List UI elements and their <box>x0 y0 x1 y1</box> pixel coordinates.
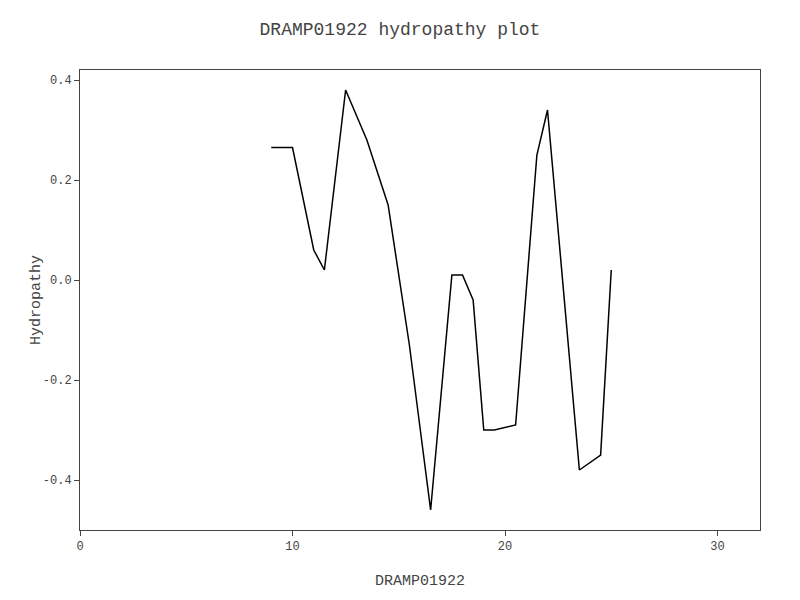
svg-text:10: 10 <box>285 540 299 554</box>
svg-text:DRAMP01922 hydropathy plot: DRAMP01922 hydropathy plot <box>260 20 541 40</box>
svg-text:20: 20 <box>498 540 512 554</box>
svg-text:-0.4: -0.4 <box>43 474 72 488</box>
svg-text:30: 30 <box>710 540 724 554</box>
svg-text:0: 0 <box>76 540 83 554</box>
svg-text:-0.2: -0.2 <box>43 374 72 388</box>
svg-text:DRAMP01922: DRAMP01922 <box>375 573 465 590</box>
svg-text:Hydropathy: Hydropathy <box>28 255 45 345</box>
svg-text:0.0: 0.0 <box>50 274 72 288</box>
svg-text:0.2: 0.2 <box>50 174 72 188</box>
svg-text:0.4: 0.4 <box>50 74 72 88</box>
